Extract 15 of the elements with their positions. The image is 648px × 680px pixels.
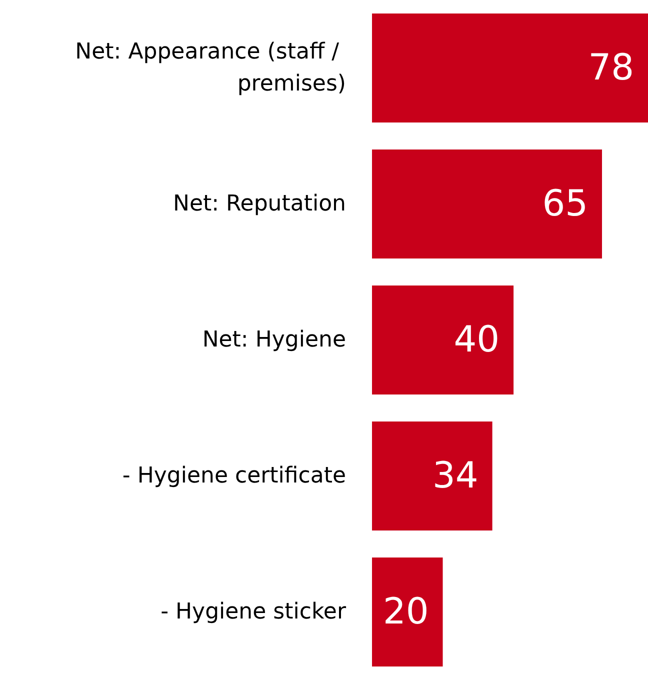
bar	[372, 286, 514, 394]
data-label: 34	[432, 456, 478, 496]
bar	[372, 422, 492, 530]
y-tick-label: Net: Appearance (staff / premises)	[75, 40, 346, 96]
data-label: 65	[542, 184, 588, 224]
data-label: 40	[454, 320, 500, 360]
y-tick-label: Net: Hygiene	[202, 328, 346, 352]
data-label: 20	[382, 592, 429, 632]
bar	[372, 14, 648, 122]
y-tick-label: Net: Reputation	[172, 192, 346, 216]
y-tick-label: - Hygiene sticker	[160, 600, 347, 624]
y-tick-label: - Hygiene certificate	[122, 464, 346, 488]
bar	[372, 558, 443, 666]
data-label: 78	[588, 48, 634, 88]
bar	[372, 150, 602, 258]
